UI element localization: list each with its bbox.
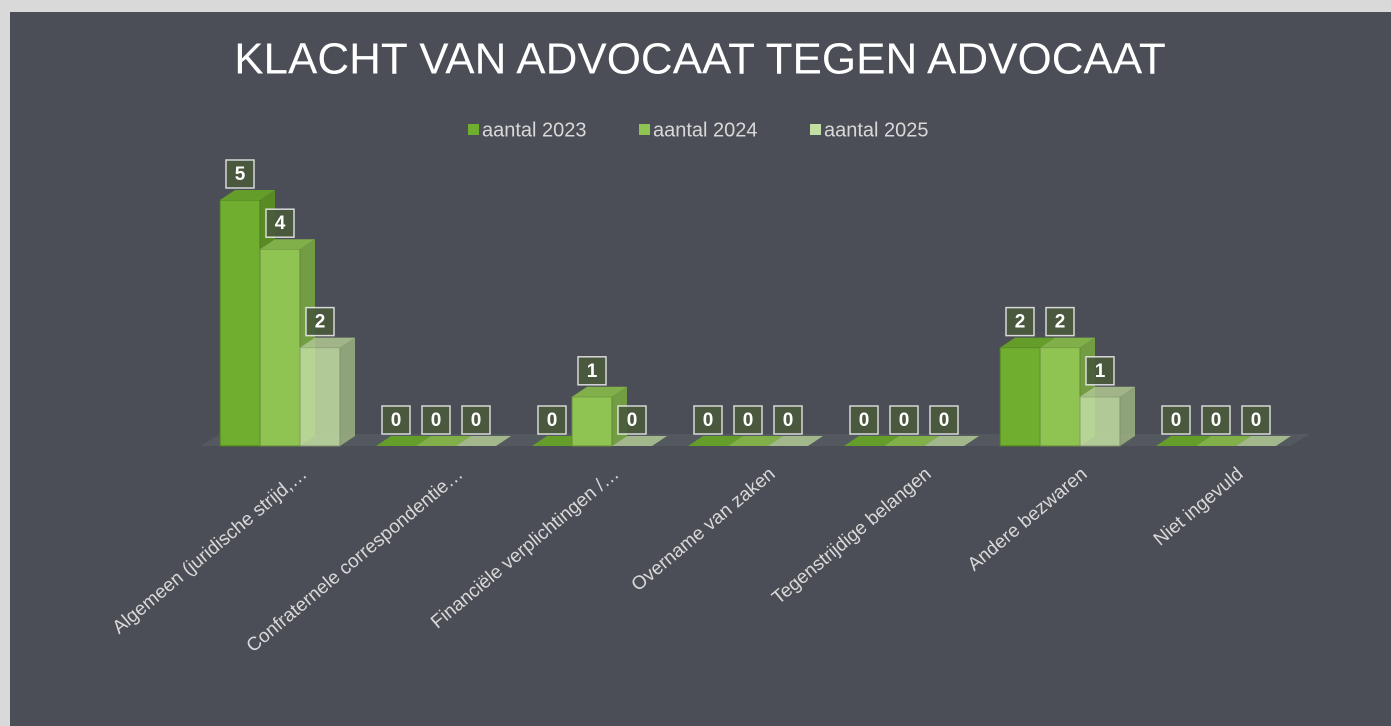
data-label-box <box>537 405 567 435</box>
bar-top <box>1196 436 1251 446</box>
legend-label: aantal 2025 <box>824 119 929 141</box>
bar <box>688 436 743 446</box>
legend-label: aantal 2023 <box>482 119 587 141</box>
bar-top <box>768 436 823 446</box>
bar-top <box>1040 337 1095 348</box>
bar <box>299 337 355 447</box>
bar-top <box>1000 337 1055 348</box>
data-label: 2 <box>1055 312 1066 333</box>
data-label: 4 <box>275 213 286 234</box>
data-label: 1 <box>1095 361 1106 382</box>
data-label: 0 <box>743 410 754 431</box>
data-label: 0 <box>431 410 442 431</box>
data-label: 0 <box>391 410 402 431</box>
data-label: 2 <box>315 312 326 333</box>
legend-swatch <box>468 124 479 135</box>
data-label: 0 <box>783 410 794 431</box>
data-label-box <box>1005 306 1035 337</box>
bar-top <box>1156 436 1211 446</box>
data-label: 1 <box>587 361 598 382</box>
bar-top <box>1236 436 1291 446</box>
data-label-box <box>693 405 723 435</box>
chart-title: KLACHT VAN ADVOCAAT TEGEN ADVOCAAT <box>234 35 1166 84</box>
bar <box>1156 436 1211 446</box>
bar-top <box>456 436 511 446</box>
legend-label: aantal 2024 <box>653 119 758 141</box>
bar-top <box>376 436 431 446</box>
bar <box>376 436 431 446</box>
bar-top <box>300 337 355 348</box>
bar-front <box>259 248 301 447</box>
bar-top <box>572 386 627 397</box>
data-label: 0 <box>547 410 558 431</box>
bar <box>1236 436 1291 446</box>
data-label-box <box>421 405 451 435</box>
bar-top <box>1080 386 1135 397</box>
bar <box>1079 386 1135 447</box>
bar-front <box>999 347 1041 447</box>
bar-side <box>340 337 355 446</box>
data-label-box <box>849 405 879 435</box>
bar-top <box>688 436 743 446</box>
data-label: 0 <box>471 410 482 431</box>
bar <box>924 436 979 446</box>
bar <box>1196 436 1251 446</box>
bar <box>768 436 823 446</box>
bar-front <box>219 199 261 447</box>
data-label-box <box>889 405 919 435</box>
bar <box>612 436 667 446</box>
bar-front <box>1039 347 1081 447</box>
data-label: 0 <box>859 410 870 431</box>
data-label-box <box>1085 356 1115 386</box>
data-label-box <box>577 356 607 386</box>
bar-side <box>1120 386 1135 446</box>
data-label: 0 <box>1171 410 1182 431</box>
bar <box>456 436 511 446</box>
bar-top <box>416 436 471 446</box>
bar-top <box>728 436 783 446</box>
data-label: 0 <box>627 410 638 431</box>
data-label-box <box>225 159 255 189</box>
bar-front <box>571 396 613 447</box>
data-label-box <box>1161 405 1191 435</box>
data-label: 2 <box>1015 312 1026 333</box>
data-label: 0 <box>939 410 950 431</box>
bar-top <box>884 436 939 446</box>
legend-swatch <box>810 124 821 135</box>
data-label-box <box>305 306 335 337</box>
bar <box>728 436 783 446</box>
bar-top <box>260 239 315 250</box>
data-label-box <box>929 405 959 435</box>
data-label: 5 <box>235 164 246 185</box>
data-label: 0 <box>703 410 714 431</box>
bar-top <box>612 436 667 446</box>
data-label: 0 <box>1211 410 1222 431</box>
data-label: 0 <box>899 410 910 431</box>
data-label-box <box>1045 306 1075 337</box>
data-label-box <box>617 405 647 435</box>
bar-front <box>299 347 341 447</box>
bar-front <box>1079 396 1121 447</box>
bar-top <box>844 436 899 446</box>
data-label-box <box>265 208 295 238</box>
data-label-box <box>1241 405 1271 435</box>
bar <box>844 436 899 446</box>
data-label-box <box>773 405 803 435</box>
data-label-box <box>733 405 763 435</box>
bar-top <box>220 190 275 200</box>
bar <box>884 436 939 446</box>
data-label-box <box>381 405 411 435</box>
data-label: 0 <box>1251 410 1262 431</box>
data-label-box <box>1201 405 1231 435</box>
bar <box>416 436 471 446</box>
data-label-box <box>461 405 491 435</box>
legend-swatch <box>639 124 650 135</box>
bar-top <box>924 436 979 446</box>
